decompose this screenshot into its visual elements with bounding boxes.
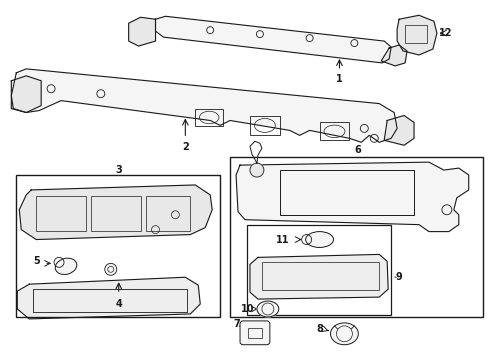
Ellipse shape [330, 323, 358, 345]
Bar [319, 122, 349, 140]
Polygon shape [19, 185, 212, 239]
Bar [195, 109, 223, 126]
Text: 10: 10 [241, 304, 254, 314]
Polygon shape [11, 69, 396, 142]
Polygon shape [249, 255, 387, 299]
Bar [36, 196, 86, 231]
Text: 1: 1 [335, 74, 342, 84]
Polygon shape [128, 17, 155, 46]
Bar [145, 196, 190, 231]
Text: 3: 3 [115, 165, 122, 175]
Polygon shape [236, 162, 468, 231]
Bar [279, 170, 413, 215]
Text: 9: 9 [395, 272, 402, 282]
Ellipse shape [305, 231, 333, 247]
Ellipse shape [256, 301, 278, 317]
Text: 11: 11 [275, 234, 289, 244]
Text: 2: 2 [182, 142, 188, 152]
Bar [246, 225, 390, 315]
Bar [247, 328, 262, 338]
Text: 12: 12 [438, 28, 452, 38]
FancyBboxPatch shape [240, 321, 269, 345]
Bar [262, 262, 379, 290]
Text: 8: 8 [315, 324, 323, 334]
Polygon shape [155, 16, 390, 63]
Text: 5: 5 [33, 256, 40, 266]
Polygon shape [396, 15, 436, 55]
Polygon shape [384, 116, 413, 145]
Polygon shape [17, 277, 200, 319]
Text: 6: 6 [353, 145, 360, 155]
Bar [16, 175, 220, 317]
Text: 4: 4 [115, 299, 122, 309]
Bar [91, 196, 141, 231]
Bar [230, 157, 482, 317]
Polygon shape [11, 76, 41, 113]
Circle shape [249, 163, 264, 177]
Circle shape [104, 264, 117, 275]
Bar [249, 116, 279, 135]
Bar [404, 25, 426, 43]
Polygon shape [381, 45, 406, 66]
Bar [33, 289, 187, 312]
Text: 7: 7 [233, 319, 240, 329]
Ellipse shape [55, 258, 77, 275]
